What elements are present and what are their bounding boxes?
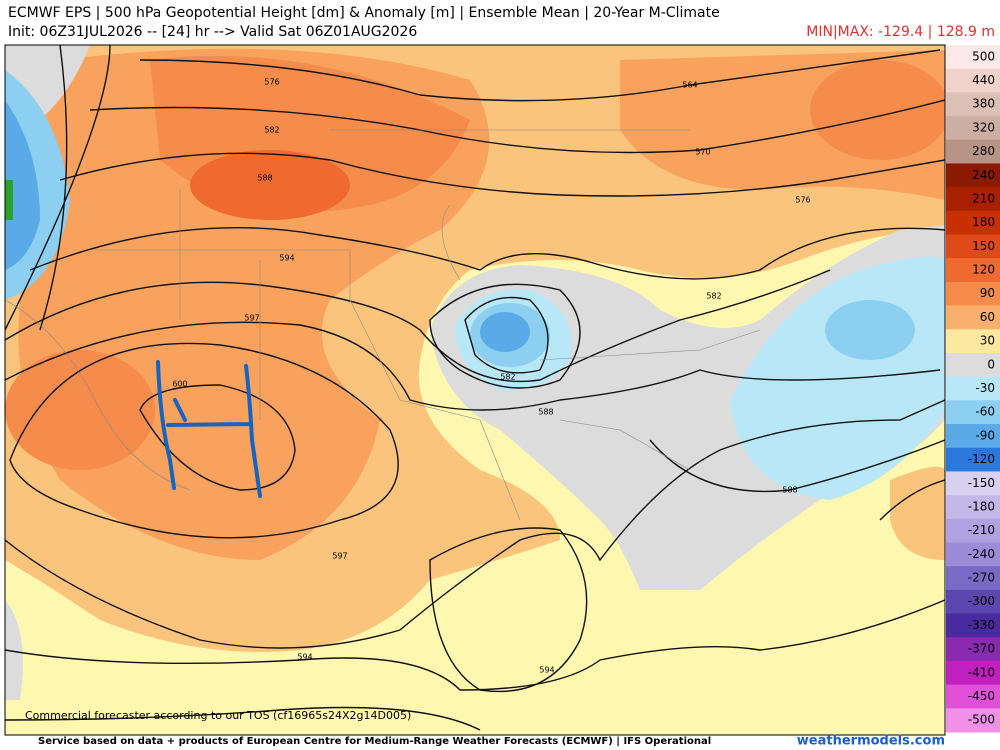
colorbar-swatch <box>946 589 1000 615</box>
colorbar-label: -410 <box>968 665 995 679</box>
colorbar-swatch <box>946 352 1000 378</box>
colorbar-swatch <box>946 139 1000 164</box>
contour-label: 588 <box>257 174 272 183</box>
map: 576 582 588 594 597 600 564 570 576 582 … <box>4 44 946 736</box>
colorbar-swatch <box>946 92 1000 117</box>
colorbar-label: -120 <box>968 452 995 466</box>
colorbar-label: -60 <box>975 405 995 419</box>
colorbar-swatch <box>946 329 1000 354</box>
colorbar: 500 440 380 320 280 240 210 180 150 120 90 60 30 0 -30… <box>946 45 1000 733</box>
colorbar-label: 440 <box>972 73 995 87</box>
colorbar-swatch <box>946 234 1000 259</box>
colorbar-label: 60 <box>980 310 995 324</box>
colorbar-label: 320 <box>972 120 995 134</box>
colorbar-label: 120 <box>972 263 995 277</box>
colorbar-label: -270 <box>968 571 995 585</box>
contour-label: 576 <box>264 78 279 87</box>
contour-label: 582 <box>500 373 515 382</box>
subtitle: Init: 06Z31JUL2026 -- [24] hr --> Valid … <box>8 24 417 40</box>
colorbar-label: 90 <box>980 286 995 300</box>
colorbar-swatch <box>946 45 1000 70</box>
colorbar-swatch <box>946 660 1000 686</box>
colorbar-label: -370 <box>968 642 995 656</box>
colorbar-label: -90 <box>975 428 995 442</box>
colorbar-label: -330 <box>968 618 995 632</box>
contour-label: 600 <box>172 380 187 389</box>
footer-site[interactable]: weathermodels.com <box>797 734 945 749</box>
contour-label: 564 <box>682 81 697 90</box>
colorbar-swatch <box>946 187 1000 212</box>
colorbar-swatch <box>946 566 1000 591</box>
colorbar-label: 240 <box>972 168 995 182</box>
colorbar-swatch <box>946 708 1000 733</box>
colorbar-swatch <box>946 637 1000 662</box>
contour-label: 594 <box>279 254 294 263</box>
colorbar-label: -150 <box>968 476 995 490</box>
colorbar-label: -300 <box>968 594 995 608</box>
colorbar-swatch <box>946 471 1000 496</box>
contour-label: 588 <box>782 486 797 495</box>
colorbar-label: 210 <box>972 191 995 205</box>
colorbar-label: -210 <box>968 523 995 537</box>
colorbar-swatch <box>946 447 1000 472</box>
contour-label: 570 <box>695 148 710 157</box>
contour-label: 597 <box>332 552 347 561</box>
colorbar-swatch <box>946 210 1000 236</box>
contour-label: 594 <box>297 653 312 662</box>
minmax: MIN|MAX: -129.4 | 128.9 m <box>806 24 995 40</box>
contour-label: 597 <box>244 314 259 323</box>
contour-label: 588 <box>538 408 553 417</box>
colorbar-swatch <box>946 613 1000 638</box>
contour-label: 594 <box>539 666 554 675</box>
colorbar-label: -180 <box>968 499 995 513</box>
colorbar-swatch <box>946 542 1000 567</box>
colorbar-label: -30 <box>975 381 995 395</box>
colorbar-label: 380 <box>972 97 995 111</box>
colorbar-swatch <box>946 376 1000 401</box>
colorbar-label: -450 <box>968 689 995 703</box>
colorbar-label: 180 <box>972 215 995 229</box>
colorbar-swatch <box>946 400 1000 425</box>
colorbar-swatch <box>946 518 1000 543</box>
colorbar-label: 150 <box>972 239 995 253</box>
colorbar-swatch <box>946 684 1000 709</box>
colorbar-swatch <box>946 281 1000 307</box>
colorbar-label: 0 <box>987 357 995 371</box>
colorbar-label: 280 <box>972 144 995 158</box>
colorbar-swatch <box>946 258 1000 283</box>
title: ECMWF EPS | 500 hPa Geopotential Height … <box>8 5 720 21</box>
footer-credit: Service based on data + products of Euro… <box>38 736 711 747</box>
contour-label: 582 <box>264 126 279 135</box>
watermark: Commercial forecaster according to our T… <box>25 709 411 722</box>
colorbar-swatch <box>946 68 1000 93</box>
colorbar-swatch <box>946 163 1000 188</box>
colorbar-swatch <box>946 495 1000 520</box>
colorbar-swatch <box>946 305 1000 330</box>
contour-label: 582 <box>706 292 721 301</box>
colorbar-swatch <box>946 424 1000 449</box>
colorbar-label: 500 <box>972 49 995 63</box>
colorbar-swatch <box>946 116 1000 141</box>
contour-label: 576 <box>795 196 810 205</box>
colorbar-label: -500 <box>968 713 995 727</box>
colorbar-label: -240 <box>968 547 995 561</box>
colorbar-label: 30 <box>980 334 995 348</box>
